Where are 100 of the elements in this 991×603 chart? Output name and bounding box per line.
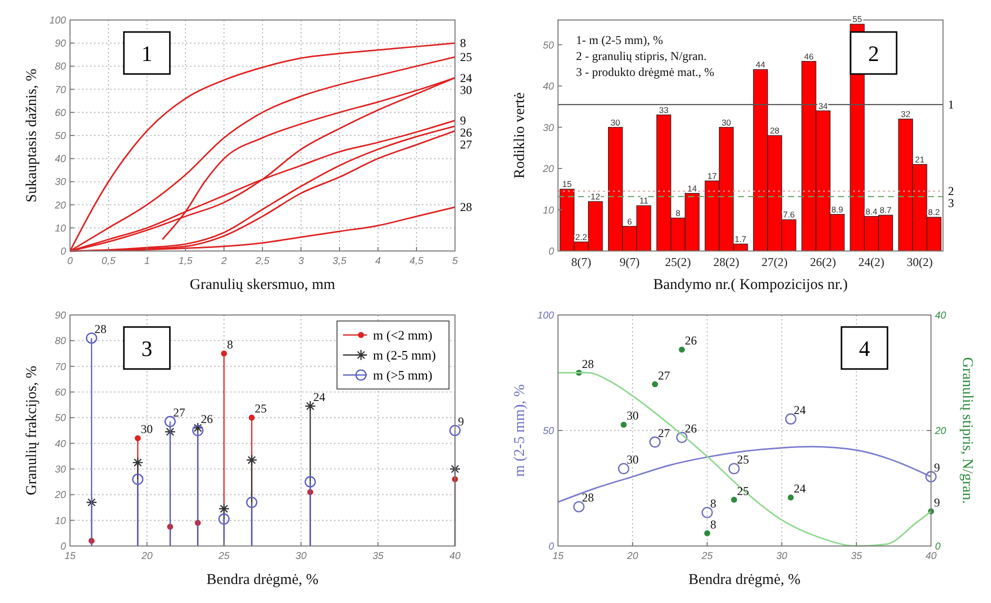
y-tick-label: 10 [54, 516, 66, 527]
y-tick-label: 90 [54, 310, 66, 322]
annotation: 28 [94, 322, 107, 336]
y-tick-label: 50 [542, 40, 554, 52]
data-label: 8.7 [880, 205, 892, 216]
x-tick-label: 27(2) [762, 255, 788, 269]
y-axis-title: Sukauptasis dažnis, % [24, 68, 40, 202]
y-tick-label: 90 [54, 38, 66, 50]
y-tick-label: 50 [54, 131, 66, 142]
y-axis-title: Rodiklio vertė [512, 92, 528, 179]
annotation: 24 [794, 402, 806, 417]
x-axis-title: Bendra drėgmė, % [688, 572, 801, 588]
annotation: 8 [710, 496, 716, 511]
annotation: 27 [658, 426, 670, 440]
y-tick-label: 60 [54, 388, 66, 398]
y-tick-label: 30 [54, 464, 66, 476]
series-label: 30 [460, 82, 472, 97]
x-tick-label: 3 [298, 256, 304, 267]
text: 3 [948, 196, 954, 210]
annotation: 30 [626, 452, 639, 467]
text: 2 [948, 184, 954, 198]
x-tick-label: 15 [64, 551, 76, 562]
annotation: 4 [858, 336, 870, 361]
x-tick-label: 9(7) [620, 255, 640, 269]
legend-label: m (<2 mm) [373, 328, 432, 342]
series-label: 24 [460, 70, 472, 85]
y2-tick-label: 0 [935, 542, 941, 552]
x-tick-label: 1,5 [178, 256, 193, 267]
annotation: 1- m (2-5 mm), % [576, 33, 663, 47]
data-label: 8.2 [928, 207, 940, 218]
y2-axis-title: Granulių stipris, N/gran. [959, 357, 975, 504]
x-tick-label: 25 [217, 551, 230, 562]
y-tick-label: 40 [542, 82, 554, 92]
y-tick-label: 50 [542, 426, 554, 437]
x-tick-label: 2,5 [254, 256, 270, 267]
x-tick-label: 15 [552, 551, 564, 562]
x-axis-title: Granulių skersmuo, mm [190, 277, 336, 293]
y-tick-label: 40 [54, 438, 66, 450]
x-tick-label: 4,5 [410, 256, 424, 267]
x-tick-label: 25(2) [664, 255, 691, 269]
y2-tick-label: 40 [935, 310, 947, 322]
y-tick-label: 100 [537, 310, 554, 322]
y-tick-label: 60 [54, 108, 66, 119]
annotation: 9 [934, 460, 940, 475]
x-tick-label: 5 [452, 256, 458, 267]
y-tick-label: 40 [54, 154, 66, 166]
y-tick-label: 20 [542, 164, 554, 175]
annotation: 1 [141, 41, 152, 66]
y-tick-label: 50 [54, 413, 66, 424]
y-tick-label: 70 [54, 84, 66, 96]
data-label: 8.9 [831, 204, 844, 214]
annotation: 3 - produkto drėgmė mat., % [576, 65, 714, 79]
x-tick-label: 40 [925, 551, 937, 562]
text: 1 [948, 98, 954, 112]
data-label: 30 [610, 117, 620, 128]
x-tick-label: 25 [700, 551, 714, 562]
y-tick-label: 100 [49, 16, 66, 26]
data-label: 14 [687, 183, 698, 194]
y-tick-label: 20 [54, 200, 66, 212]
annotation: 8 [710, 517, 716, 532]
data-label: 7.6 [782, 210, 796, 220]
annotation: 28 [582, 356, 594, 371]
y-axis-title: Granulių frakcijos, % [24, 366, 40, 496]
data-label: 21 [915, 154, 925, 164]
y-tick-label: 30 [54, 177, 66, 188]
series-label: 9 [460, 113, 466, 128]
y-axis-title: m (2-5 mm), % [512, 384, 528, 477]
x-tick-label: 0,5 [102, 256, 116, 267]
annotation: 9 [934, 495, 940, 510]
x-tick-label: 3,5 [332, 256, 347, 267]
annotation: 3 [141, 336, 152, 361]
x-tick-label: 4 [375, 256, 382, 267]
annotation: 27 [658, 368, 670, 382]
series-label: 27 [460, 137, 472, 152]
series-label: 25 [460, 50, 472, 64]
series-label: 28 [460, 200, 472, 214]
x-tick-label: 30 [295, 551, 307, 562]
y-tick-label: 20 [54, 490, 66, 502]
x-tick-label: 8(7) [571, 255, 592, 269]
y-tick-label: 80 [54, 62, 66, 73]
data-label: 1.7 [734, 234, 747, 244]
data-label: 2.2 [575, 232, 588, 242]
data-label: 32 [900, 109, 911, 119]
data-label: 46 [804, 51, 814, 62]
data-label: 28 [770, 126, 780, 136]
data-label: 15 [562, 179, 572, 190]
x-tick-label: 26(2) [810, 255, 836, 269]
annotation: 26 [200, 412, 213, 426]
x-tick-label: 30(2) [906, 255, 933, 269]
data-label: 44 [756, 60, 766, 70]
annotation: 30 [140, 422, 153, 436]
x-tick-label: 20 [626, 551, 639, 562]
data-label: 8 [676, 208, 681, 218]
x-axis-title: Bendra drėgmė, % [206, 572, 319, 588]
annotation: 2 [868, 41, 880, 66]
x-tick-label: 24(2) [858, 255, 884, 269]
annotation: 2 - granulių stipris, N/gran. [576, 49, 707, 63]
annotation: 26 [684, 334, 697, 348]
annotation: 28 [582, 490, 594, 505]
annotation: 25 [254, 402, 267, 416]
